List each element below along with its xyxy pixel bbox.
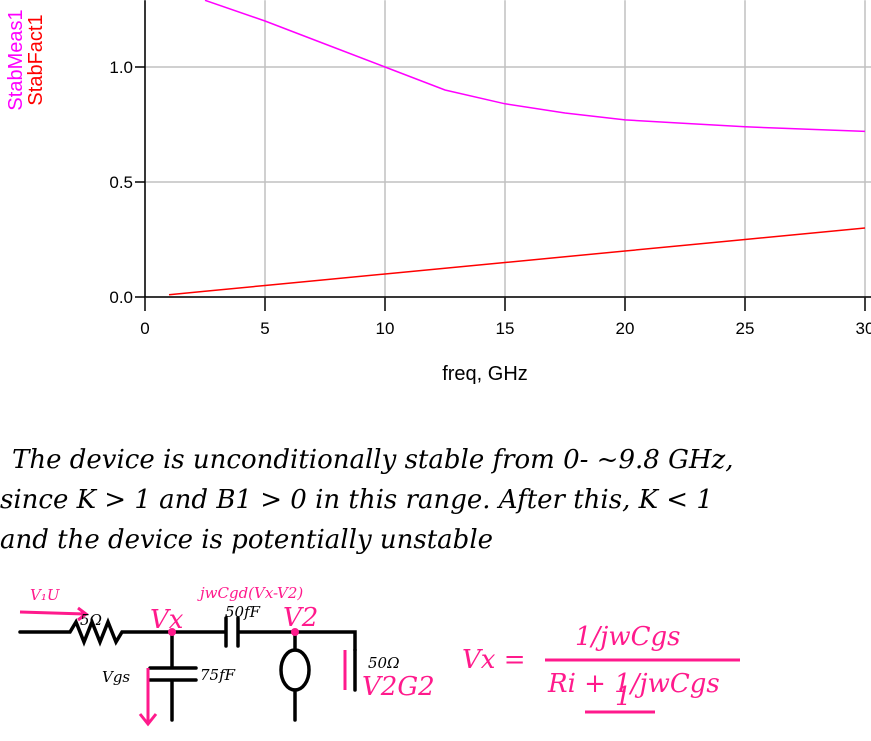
x-tick-label: 25 [736, 319, 755, 338]
y-tick-label: 0.0 [109, 288, 133, 307]
circuit-label: 5Ω [80, 611, 102, 629]
note-line: The device is unconditionally stable fro… [12, 445, 734, 475]
circuit-label: V₁U [30, 586, 61, 604]
x-tick-label: 0 [140, 319, 149, 338]
series-line [169, 228, 865, 295]
x-axis-label: freq, GHz [442, 363, 528, 385]
circuit-label: V2G2 [362, 672, 435, 702]
chart: freq, GHz 0 5 10 15 20 25 30 0.0 0.5 1.0 StabMeas1… [5, 0, 871, 385]
x-tick-label: 20 [616, 319, 635, 338]
notes: The device is unconditionally stable fro… [0, 445, 734, 555]
circuit-label: Vx [150, 605, 184, 635]
y-tick-label: 0.5 [109, 173, 133, 192]
x-tick-label: 10 [376, 319, 395, 338]
circuit-label: 50fF [225, 603, 261, 621]
x-tick-label: 5 [260, 319, 269, 338]
equation: Ri + 1/jwCgs [547, 669, 720, 699]
circuit-label: jwCgd(Vx-V2) [197, 584, 303, 602]
x-tick-label: 15 [496, 319, 515, 338]
equation: 1/jwCgs [575, 622, 681, 652]
circuit-label: Vgs [102, 668, 130, 686]
circuit-label: 50Ω [368, 654, 400, 672]
legend-entry: StabFact1 [25, 14, 47, 105]
equation: 1 [615, 682, 632, 712]
equation: Vx = [462, 645, 526, 675]
y-tick-label: 1.0 [109, 58, 133, 77]
note-line: and the device is potentially unstable [0, 525, 493, 555]
arrow [20, 608, 86, 620]
circuit-label: 75fF [200, 666, 236, 684]
circuit: V₁U 5Ω Vx jwCgd(Vx-V2) 50fF V2 75fF Vgs … [20, 584, 740, 724]
page: freq, GHz 0 5 10 15 20 25 30 0.0 0.5 1.0 StabMeas1… [0, 0, 871, 741]
x-tick-label: 30 [856, 319, 871, 338]
legend-entry: StabMeas1 [5, 9, 27, 110]
circuit-label: V2 [283, 603, 318, 633]
series-line [205, 0, 865, 131]
note-line: since K > 1 and B1 > 0 in this range. Af… [0, 485, 713, 515]
current-source [281, 650, 309, 690]
